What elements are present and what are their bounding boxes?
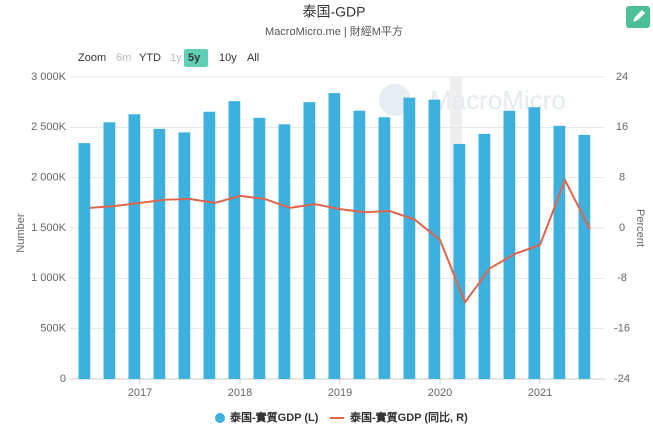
y-tick-label: 2 000K [31, 172, 67, 184]
bar [128, 114, 141, 379]
bar [203, 111, 216, 379]
y-tick-label: 0 [60, 373, 66, 385]
zoom-button[interactable]: 6m [116, 52, 131, 64]
bar [153, 128, 166, 379]
zoom-button[interactable]: 10y [219, 52, 237, 64]
y2-axis-title: Percent [634, 209, 646, 247]
y2-tick-label: -8 [617, 272, 627, 284]
bar [278, 124, 291, 380]
y2-tick-label: -24 [614, 373, 630, 385]
bar [178, 132, 191, 379]
x-tick-label: 2020 [428, 387, 452, 399]
watermark: MacroMicro [430, 85, 566, 115]
bar [228, 101, 241, 379]
bar [378, 117, 391, 380]
bar [503, 110, 516, 380]
legend-label[interactable]: 泰国-實質GDP (L) [229, 410, 319, 424]
x-tick-label: 2021 [528, 387, 552, 399]
bar [103, 122, 116, 380]
chart-title: 泰国-GDP [303, 4, 366, 20]
bar [328, 93, 341, 380]
edit-icon [633, 10, 645, 22]
bar [303, 102, 316, 380]
y-tick-label: 500K [40, 323, 66, 335]
bar [403, 97, 416, 380]
y2-tick-label: 8 [619, 172, 625, 184]
x-tick-label: 2019 [328, 387, 352, 399]
y2-tick-label: 16 [616, 121, 628, 133]
y-axis-title: Number [15, 213, 27, 252]
y-tick-label: 3 000K [31, 71, 67, 83]
x-tick-label: 2018 [228, 387, 252, 399]
bar [353, 110, 366, 380]
bar [578, 134, 591, 379]
bar [453, 143, 466, 379]
legend-swatch[interactable] [215, 413, 225, 423]
chart-subtitle: MacroMicro.me | 財經M平方 [265, 24, 403, 38]
y-tick-label: 1 500K [31, 222, 67, 234]
x-tick-label: 2017 [128, 387, 152, 399]
bar [428, 99, 441, 380]
y-tick-label: 1 000K [31, 272, 67, 284]
zoom-button[interactable]: 1y [170, 52, 182, 64]
legend-label[interactable]: 泰国-實質GDP (同比, R) [349, 410, 468, 424]
zoom-label: Zoom [78, 52, 106, 64]
zoom-active-bg[interactable] [184, 49, 208, 67]
bar [553, 125, 566, 379]
y2-tick-label: -16 [614, 323, 630, 335]
watermark-logo [379, 84, 411, 116]
zoom-button[interactable]: All [247, 52, 259, 64]
bar [528, 107, 541, 379]
y-tick-label: 2 500K [31, 121, 67, 133]
line [89, 177, 591, 305]
y2-tick-label: 0 [619, 222, 625, 234]
bar [78, 143, 91, 379]
y2-tick-label: 24 [616, 71, 628, 83]
bar [478, 133, 491, 379]
zoom-button[interactable]: 5y [188, 52, 201, 64]
bar [253, 117, 266, 380]
zoom-button[interactable]: YTD [139, 52, 161, 64]
